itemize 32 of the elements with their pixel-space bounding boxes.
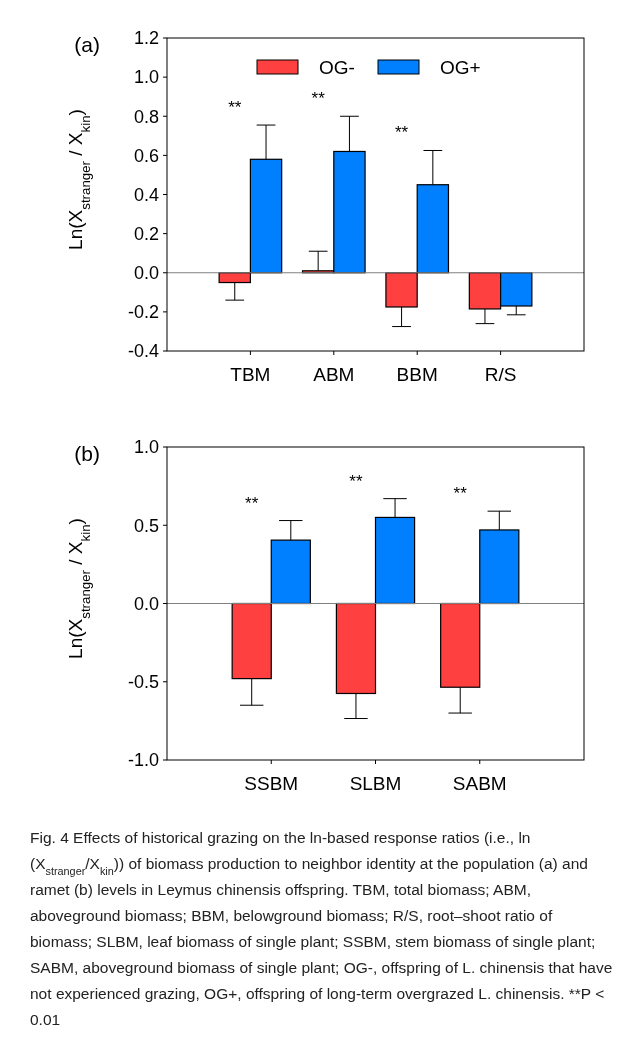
annotation: ** <box>228 98 242 118</box>
x-tick-label: R/S <box>484 364 517 385</box>
y-tick-label: 0.0 <box>133 263 159 284</box>
y-tick-label: -0.2 <box>127 302 159 323</box>
text: Fig. 4 Effects of historical grazing on the ln-based response ratios (i.e., ln (X$_{stranger}$/X$_{kin}$)) of biomass production to neighbor identity at the population (a) and ramet (b) levels in Leymus chinensis offspring. TBM, total biomass; ABM, aboveground biomass; BBM, belowground biomass; R/S, root–shoot ratio of biomass; SLBM, leaf biomass of single plant; SSBM, stem biomass of single plant; SABM, aboveground biomass of single plant; OG-, offspring of L. chinensis that have not experienced grazing, OG+, offspring of long-term overgrazed L. chinensis. **P < 0.01 <box>30 829 613 1028</box>
chart-title: (b) <box>74 442 100 465</box>
annotation: ** <box>394 123 409 143</box>
x-tick-label: ABM <box>313 364 355 385</box>
legend-label: OG- <box>319 56 355 78</box>
x-tick-label: BBM <box>396 364 438 385</box>
y-tick-label: 0.4 <box>133 184 159 205</box>
y-tick-label: 1.2 <box>133 28 159 49</box>
y-tick-label: -0.5 <box>127 672 159 693</box>
x-tick-label: SSBM <box>244 773 299 794</box>
annotation: ** <box>245 493 259 513</box>
y-tick-label: 0.6 <box>133 145 159 166</box>
annotation: ** <box>311 89 326 109</box>
y-tick-label: 0.2 <box>133 223 159 244</box>
x-tick-label: SABM <box>452 773 507 794</box>
y-tick-label: 1.0 <box>133 67 159 88</box>
y-tick-label: -0.4 <box>127 341 159 362</box>
annotation: ** <box>349 471 363 491</box>
y-tick-label: 1.0 <box>133 437 159 458</box>
y-tick-label: 0.0 <box>133 593 159 614</box>
x-tick-label: SLBM <box>349 773 402 794</box>
y-tick-label: 0.5 <box>133 515 159 536</box>
annotation: ** <box>453 484 468 504</box>
y-tick-label: 0.8 <box>133 106 159 127</box>
y-tick-label: -1.0 <box>127 750 159 771</box>
chart-title: (a) <box>74 33 100 56</box>
x-tick-label: TBM <box>230 364 271 385</box>
legend-label: OG+ <box>440 56 481 78</box>
